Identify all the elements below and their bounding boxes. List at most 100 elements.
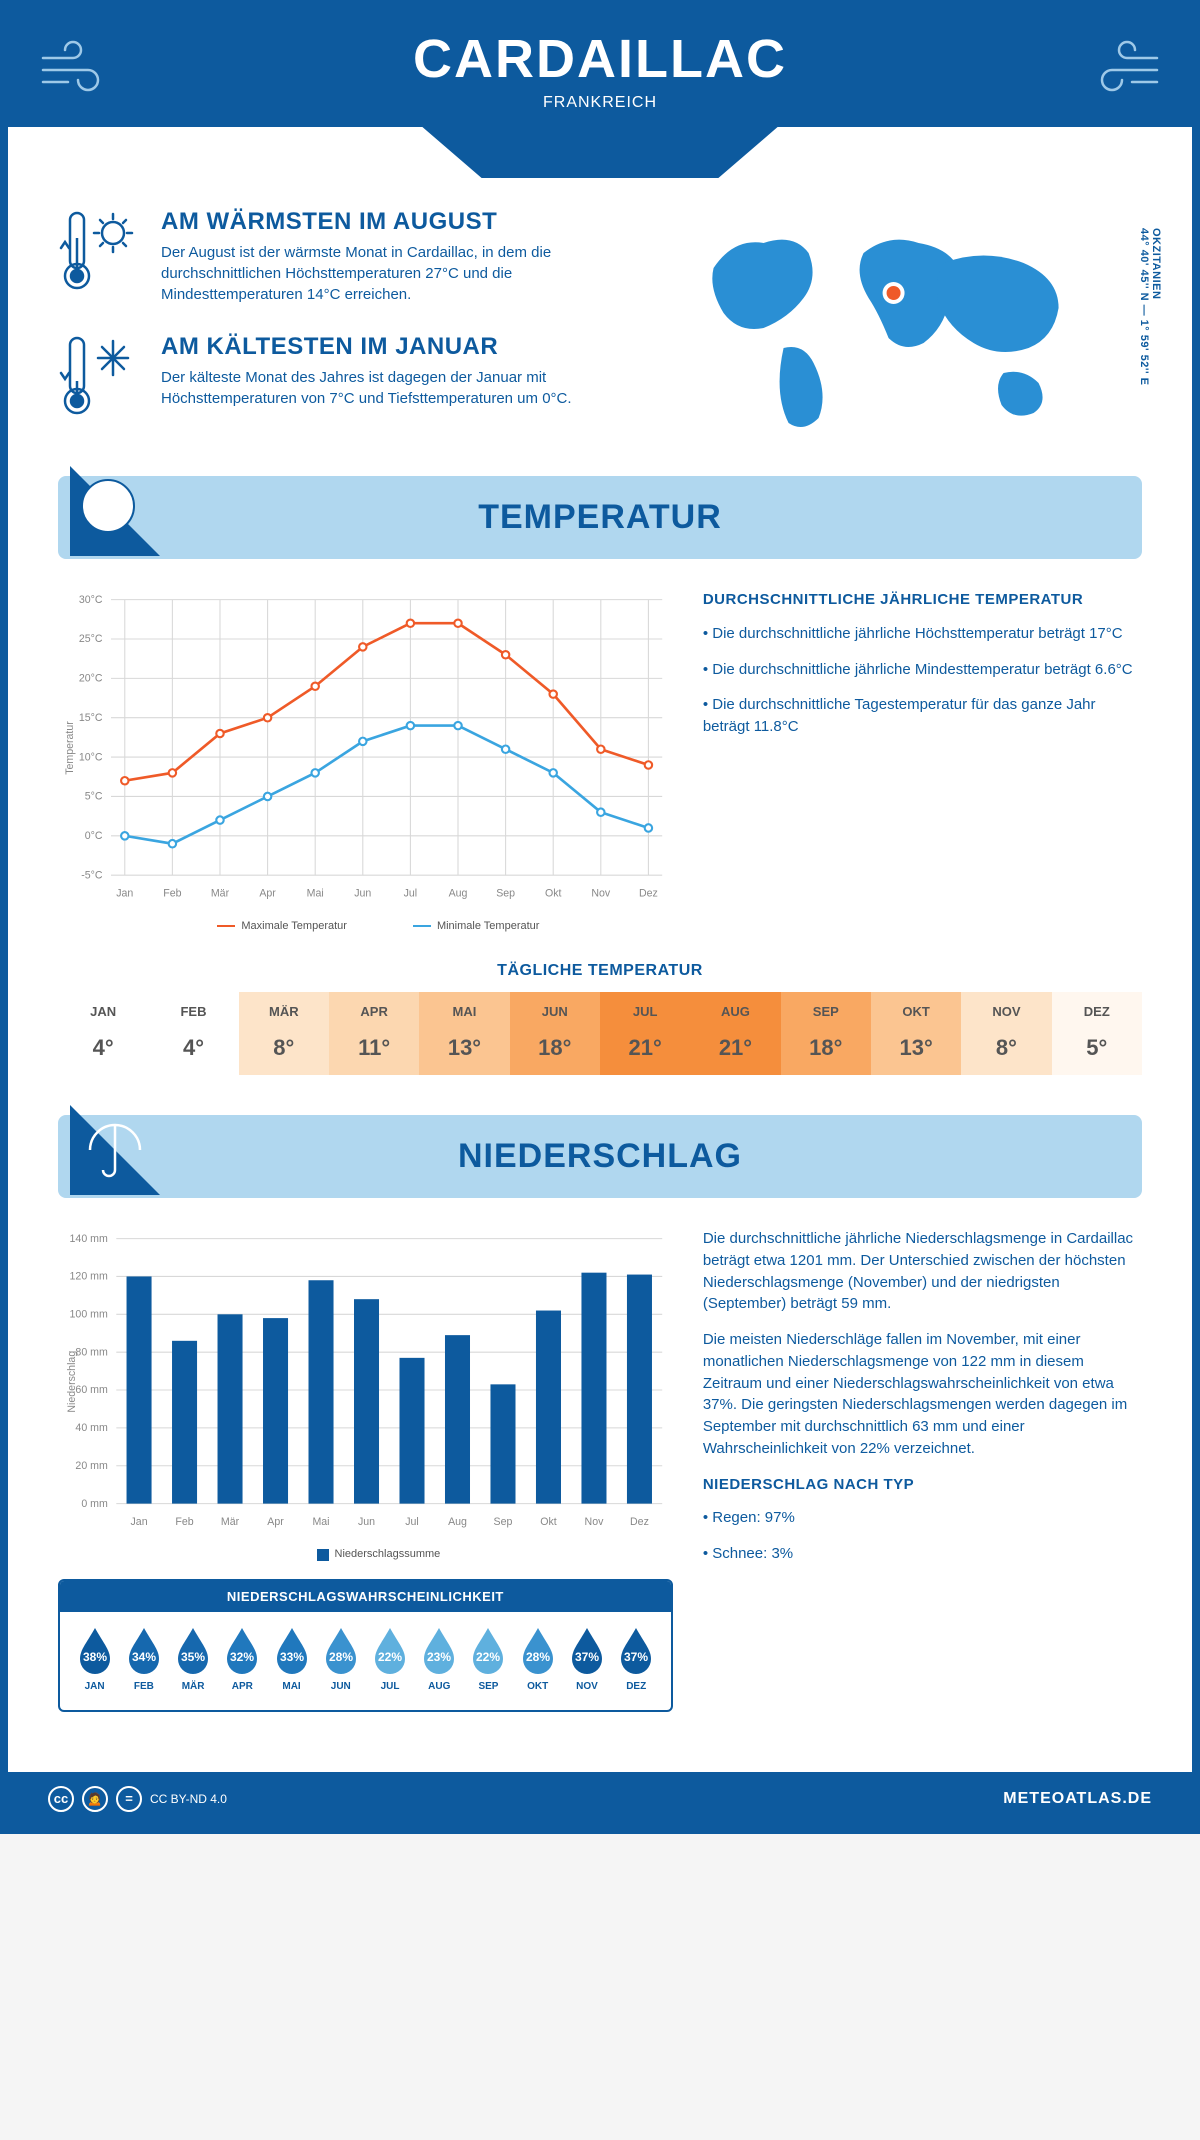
cc-icon: cc bbox=[48, 1786, 74, 1812]
thermometer-snow-icon bbox=[58, 333, 143, 418]
svg-text:22%: 22% bbox=[378, 1650, 402, 1664]
temp-chart: -5°C0°C5°C10°C15°C20°C25°C30°CJanFebMärA… bbox=[58, 589, 673, 932]
page-container: CARDAILLAC FRANKREICH AM WÄRMSTEN IM AUG… bbox=[0, 0, 1200, 1834]
coldest-title: AM KÄLTESTEN IM JANUAR bbox=[161, 333, 605, 361]
svg-text:22%: 22% bbox=[476, 1650, 500, 1664]
license-text: CC BY-ND 4.0 bbox=[150, 1792, 227, 1806]
temp-legend: Maximale Temperatur Minimale Temperatur bbox=[58, 920, 673, 932]
svg-text:Feb: Feb bbox=[163, 887, 181, 899]
temp-cell: JAN4° bbox=[58, 992, 148, 1075]
temp-cell: NOV8° bbox=[961, 992, 1051, 1075]
svg-text:Niederschlag: Niederschlag bbox=[66, 1351, 78, 1413]
intro-row: AM WÄRMSTEN IM AUGUST Der August ist der… bbox=[58, 208, 1142, 446]
temp-side-heading: DURCHSCHNITTLICHE JÄHRLICHE TEMPERATUR bbox=[703, 589, 1142, 611]
svg-text:5°C: 5°C bbox=[85, 791, 103, 803]
temp-cell: JUL21° bbox=[600, 992, 690, 1075]
temp-cell: MAI13° bbox=[419, 992, 509, 1075]
temp-chart-row: -5°C0°C5°C10°C15°C20°C25°C30°CJanFebMärA… bbox=[58, 589, 1142, 932]
svg-text:Dez: Dez bbox=[630, 1516, 649, 1528]
svg-text:34%: 34% bbox=[132, 1650, 156, 1664]
umbrella-icon bbox=[70, 1105, 160, 1195]
drop: 37%NOV bbox=[566, 1626, 608, 1692]
svg-text:35%: 35% bbox=[181, 1650, 205, 1664]
drop: 34%FEB bbox=[123, 1626, 165, 1692]
precip-side-text: Die durchschnittliche jährliche Niedersc… bbox=[703, 1228, 1142, 1712]
svg-text:20 mm: 20 mm bbox=[75, 1460, 108, 1472]
svg-text:Mär: Mär bbox=[211, 887, 230, 899]
svg-text:Temperatur: Temperatur bbox=[64, 721, 76, 775]
page-title: CARDAILLAC bbox=[8, 28, 1192, 90]
precip-legend: Niederschlagssumme bbox=[58, 1548, 673, 1560]
nd-icon: = bbox=[116, 1786, 142, 1812]
temp-cell: DEZ5° bbox=[1052, 992, 1142, 1075]
svg-text:Sep: Sep bbox=[496, 887, 515, 899]
temperature-title: TEMPERATUR bbox=[58, 498, 1142, 537]
svg-text:37%: 37% bbox=[575, 1650, 599, 1664]
drop: 35%MÄR bbox=[172, 1626, 214, 1692]
svg-text:28%: 28% bbox=[526, 1650, 550, 1664]
precip-type-heading: NIEDERSCHLAG NACH TYP bbox=[703, 1474, 1142, 1496]
svg-text:25°C: 25°C bbox=[79, 633, 103, 645]
daily-temp-heading: TÄGLICHE TEMPERATUR bbox=[58, 962, 1142, 980]
drops-box: NIEDERSCHLAGSWAHRSCHEINLICHKEIT 38%JAN34… bbox=[58, 1579, 673, 1712]
coords-label: OKZITANIEN 44° 40' 45'' N — 1° 59' 52'' … bbox=[1138, 228, 1162, 386]
temp-cell: AUG21° bbox=[690, 992, 780, 1075]
svg-text:Mai: Mai bbox=[307, 887, 324, 899]
svg-text:Apr: Apr bbox=[267, 1516, 284, 1528]
header-band: CARDAILLAC FRANKREICH bbox=[8, 8, 1192, 178]
wind-icon-right bbox=[1082, 38, 1162, 110]
svg-text:Nov: Nov bbox=[585, 1516, 605, 1528]
svg-text:-5°C: -5°C bbox=[81, 869, 103, 881]
svg-text:30°C: 30°C bbox=[79, 594, 103, 606]
svg-text:Apr: Apr bbox=[259, 887, 276, 899]
svg-text:38%: 38% bbox=[83, 1650, 107, 1664]
svg-text:100 mm: 100 mm bbox=[70, 1308, 108, 1320]
drop: 22%JUL bbox=[369, 1626, 411, 1692]
temp-cell: JUN18° bbox=[510, 992, 600, 1075]
page-subtitle: FRANKREICH bbox=[8, 94, 1192, 112]
svg-text:140 mm: 140 mm bbox=[70, 1233, 108, 1245]
precip-chart: 0 mm20 mm40 mm60 mm80 mm100 mm120 mm140 … bbox=[58, 1228, 673, 1712]
svg-text:Jul: Jul bbox=[404, 887, 418, 899]
svg-text:Feb: Feb bbox=[175, 1516, 193, 1528]
temp-bullet-2: • Die durchschnittliche jährliche Mindes… bbox=[703, 659, 1142, 681]
precip-title: NIEDERSCHLAG bbox=[58, 1137, 1142, 1176]
svg-text:23%: 23% bbox=[427, 1650, 451, 1664]
warmest-fact: AM WÄRMSTEN IM AUGUST Der August ist der… bbox=[58, 208, 605, 305]
svg-text:28%: 28% bbox=[329, 1650, 353, 1664]
svg-text:0 mm: 0 mm bbox=[81, 1498, 108, 1510]
coldest-text-block: AM KÄLTESTEN IM JANUAR Der kälteste Mona… bbox=[161, 333, 605, 418]
drop: 22%SEP bbox=[467, 1626, 509, 1692]
intro-left: AM WÄRMSTEN IM AUGUST Der August ist der… bbox=[58, 208, 605, 446]
svg-text:Mär: Mär bbox=[221, 1516, 240, 1528]
temp-side-text: DURCHSCHNITTLICHE JÄHRLICHE TEMPERATUR •… bbox=[703, 589, 1142, 932]
world-map bbox=[645, 208, 1142, 438]
intro-right: OKZITANIEN 44° 40' 45'' N — 1° 59' 52'' … bbox=[645, 208, 1142, 446]
temp-cell: OKT13° bbox=[871, 992, 961, 1075]
svg-text:Mai: Mai bbox=[312, 1516, 329, 1528]
drops-row: 38%JAN34%FEB35%MÄR32%APR33%MAI28%JUN22%J… bbox=[70, 1626, 661, 1692]
temp-bullet-3: • Die durchschnittliche Tagestemperatur … bbox=[703, 694, 1142, 738]
svg-text:10°C: 10°C bbox=[79, 751, 103, 763]
precip-p2: Die meisten Niederschläge fallen im Nove… bbox=[703, 1329, 1142, 1460]
warmest-title: AM WÄRMSTEN IM AUGUST bbox=[161, 208, 605, 236]
brand-text: METEOATLAS.DE bbox=[1003, 1790, 1152, 1808]
drops-heading: NIEDERSCHLAGSWAHRSCHEINLICHKEIT bbox=[60, 1581, 671, 1612]
svg-text:15°C: 15°C bbox=[79, 712, 103, 724]
precip-p1: Die durchschnittliche jährliche Niedersc… bbox=[703, 1228, 1142, 1315]
temp-cell: FEB4° bbox=[148, 992, 238, 1075]
daily-temp-strip: JAN4°FEB4°MÄR8°APR11°MAI13°JUN18°JUL21°A… bbox=[58, 992, 1142, 1075]
svg-text:Jun: Jun bbox=[354, 887, 371, 899]
temp-cell: APR11° bbox=[329, 992, 419, 1075]
svg-text:Okt: Okt bbox=[545, 887, 562, 899]
footer: cc 🙍 = CC BY-ND 4.0 METEOATLAS.DE bbox=[8, 1772, 1192, 1826]
precip-section-head: NIEDERSCHLAG bbox=[58, 1115, 1142, 1198]
svg-text:20°C: 20°C bbox=[79, 673, 103, 685]
svg-text:Nov: Nov bbox=[591, 887, 611, 899]
drop: 32%APR bbox=[221, 1626, 263, 1692]
temperature-section-head: TEMPERATUR bbox=[58, 476, 1142, 559]
legend-min: Minimale Temperatur bbox=[387, 920, 540, 932]
svg-text:80 mm: 80 mm bbox=[75, 1346, 108, 1358]
warmest-text: Der August ist der wärmste Monat in Card… bbox=[161, 242, 605, 305]
precip-chart-row: 0 mm20 mm40 mm60 mm80 mm100 mm120 mm140 … bbox=[58, 1228, 1142, 1712]
